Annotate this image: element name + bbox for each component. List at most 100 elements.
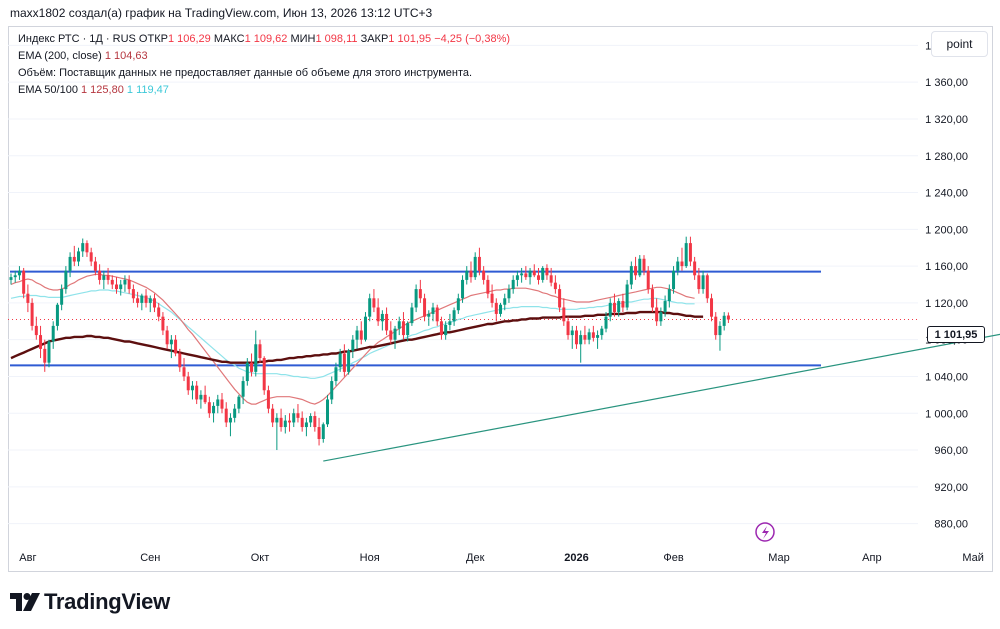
candle-body [199, 394, 203, 400]
scale-mode-button[interactable]: point [931, 31, 988, 57]
candle-body [499, 304, 503, 314]
candle-body [266, 390, 270, 409]
candle-body [22, 270, 26, 294]
chart-frame [8, 26, 993, 572]
candle-body [410, 307, 414, 324]
candle-body [617, 301, 621, 313]
tradingview-logo[interactable]: TradingView [10, 589, 170, 615]
time-tick-label: Сен [140, 552, 160, 564]
candle-body [220, 399, 224, 409]
candle-body [233, 408, 237, 418]
time-tick-label: 2026 [564, 552, 588, 564]
price-tick-label: 1 280,00 [925, 151, 968, 163]
candle-body [418, 289, 422, 299]
candle-body [722, 315, 726, 326]
candle-body [123, 279, 127, 285]
candle-body [655, 307, 659, 322]
candle-body [376, 307, 380, 322]
brand-name: TradingView [44, 589, 170, 614]
candle-body [461, 279, 465, 299]
candle-body [431, 307, 435, 314]
candle-body [667, 289, 671, 302]
candle-body [528, 270, 532, 278]
candle-body [127, 279, 131, 290]
candle-body [583, 335, 587, 340]
candle-body [596, 335, 600, 338]
candle-body [714, 316, 718, 336]
candle-body [494, 302, 498, 314]
ema200-line [10, 310, 704, 364]
candle-body [397, 321, 401, 329]
candle-body [77, 251, 81, 262]
legend-ema50-100: EMA 50/100 1 125,80 1 119,47 [18, 84, 169, 96]
candle-body [245, 362, 249, 382]
candle-body [625, 284, 629, 308]
candle-body [638, 258, 642, 276]
candle-body [102, 275, 106, 280]
close-value: 1 101,95 [388, 33, 432, 45]
candle-body [39, 335, 43, 349]
candle-body [448, 321, 452, 325]
candle-body [452, 310, 456, 322]
candle-body [313, 416, 317, 428]
candle-body [490, 293, 494, 303]
candle-body [612, 302, 616, 313]
symbol-name[interactable]: Индекс РТС · 1Д · RUS [18, 33, 136, 45]
candle-body [174, 339, 178, 354]
candle-body [608, 302, 612, 317]
candle-body [85, 243, 89, 253]
legend-ema200: EMA (200, close) 1 104,63 [18, 50, 148, 62]
candle-body [347, 350, 351, 372]
time-tick-label: Апр [862, 552, 881, 564]
low-value: 1 098,11 [315, 33, 358, 45]
candle-body [178, 353, 182, 368]
candle-body [355, 330, 359, 340]
candle-body [161, 316, 165, 331]
candle-body [389, 330, 393, 340]
candle-body [621, 301, 625, 308]
candle-body [680, 261, 684, 267]
candle-body [47, 341, 51, 363]
candle-body [566, 321, 570, 336]
candle-body [469, 270, 473, 278]
price-tick-label: 920,00 [934, 482, 968, 494]
candle-body [148, 298, 152, 303]
lightning-icon[interactable] [755, 522, 775, 542]
candle-body [553, 282, 557, 290]
candle-body [334, 367, 338, 382]
candle-body [182, 367, 186, 377]
trendline [323, 333, 1000, 462]
price-tick-label: 1 160,00 [925, 261, 968, 273]
candle-body [64, 270, 68, 290]
candle-body [507, 289, 511, 299]
candles [9, 236, 730, 451]
candle-body [363, 316, 367, 340]
candle-body [372, 298, 376, 308]
candle-body [203, 394, 207, 403]
grid [8, 44, 918, 525]
candle-body [55, 304, 59, 326]
candle-body [317, 427, 321, 439]
candle-body [43, 348, 47, 363]
candle-body [271, 408, 275, 423]
candle-body [532, 270, 536, 276]
candle-body [423, 298, 427, 317]
change-value: −4,25 (−0,38%) [434, 33, 511, 45]
candle-body [562, 307, 566, 322]
candle-body [98, 270, 102, 280]
candle-body [676, 261, 680, 271]
candle-body [503, 298, 507, 305]
candle-body [207, 402, 211, 414]
chart-caption: maxx1802 создал(а) график на TradingView… [10, 6, 433, 20]
candle-body [338, 353, 342, 368]
candle-body [439, 321, 443, 336]
candle-body [604, 316, 608, 329]
candle-body [456, 298, 460, 311]
open-value: 1 106,29 [167, 33, 211, 45]
high-value: 1 109,62 [244, 33, 288, 45]
candle-body [414, 289, 418, 308]
candle-body [186, 376, 190, 391]
candle-body [380, 313, 384, 322]
candle-body [693, 261, 697, 276]
